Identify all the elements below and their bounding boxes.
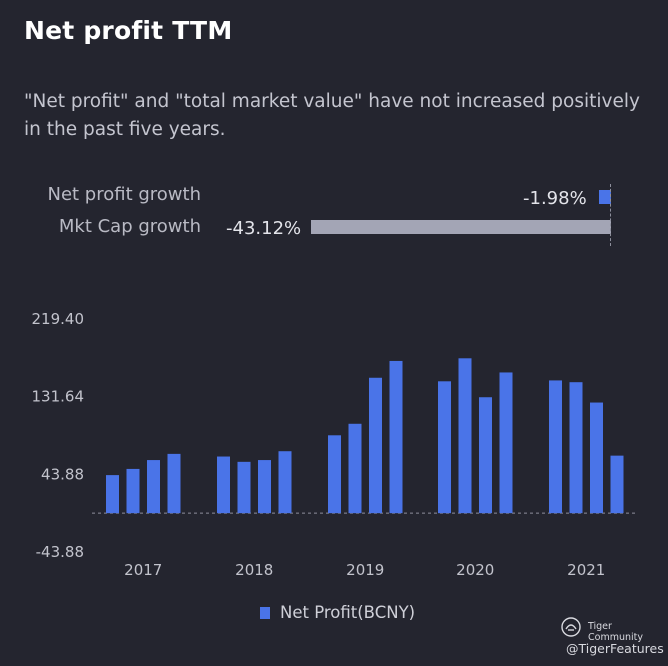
bar-2020-3 <box>479 397 492 514</box>
bar-2019-1 <box>328 435 341 514</box>
bar-2020-1 <box>438 381 451 514</box>
brand-name: Tiger Community <box>588 621 643 643</box>
chart-legend: Net Profit(BCNY) <box>260 603 415 622</box>
bar-2020-2 <box>458 358 472 514</box>
x-tick-label-2017: 2017 <box>124 561 162 579</box>
x-tick-label-2018: 2018 <box>235 561 273 579</box>
mkt-cap-growth-bar <box>311 220 611 234</box>
brand-handle: @TigerFeatures <box>566 641 664 656</box>
bar-2021-3 <box>590 402 603 514</box>
legend-label: Net Profit(BCNY) <box>280 603 416 622</box>
x-tick-label-2021: 2021 <box>567 561 605 579</box>
x-tick-label-2020: 2020 <box>456 561 494 579</box>
net-profit-growth-label: Net profit growth <box>47 184 201 205</box>
mkt-cap-growth-label: Mkt Cap growth <box>58 216 201 237</box>
bar-2017-4 <box>167 453 181 514</box>
bar-2019-4 <box>389 360 403 514</box>
bar-2018-2 <box>237 461 251 514</box>
bar-2017-3 <box>147 460 160 514</box>
net-profit-growth-value: -1.98% <box>523 188 587 209</box>
bar-2021-2 <box>569 382 583 514</box>
y-tick-label: 43.88 <box>41 465 84 483</box>
y-tick-label: 219.40 <box>32 310 85 328</box>
x-tick-label-2019: 2019 <box>346 561 384 579</box>
legend-swatch <box>260 606 270 619</box>
bar-2018-1 <box>217 456 230 514</box>
bar-2019-3 <box>369 377 382 514</box>
bar-chart: 219.40 131.64 43.88 -43.88 2017 2018 2019 2020 2… <box>32 310 636 579</box>
bar-2020-4 <box>499 372 513 514</box>
tiger-logo-icon <box>561 617 581 637</box>
bar-2019-2 <box>348 423 362 514</box>
bar-2017-2 <box>126 468 140 514</box>
mkt-cap-growth-value: -43.12% <box>226 218 302 239</box>
bar-2021-4 <box>610 455 624 514</box>
chart-subtitle: "Net profit" and "total market value" ha… <box>24 91 640 140</box>
growth-zero-line <box>610 184 611 246</box>
chart-title: Net profit TTM <box>24 16 233 45</box>
bar-2018-3 <box>258 460 271 514</box>
y-tick-label: -43.88 <box>36 543 84 561</box>
net-profit-growth-bar <box>599 190 611 204</box>
bar-2018-4 <box>278 451 292 514</box>
y-tick-label: 131.64 <box>32 388 85 406</box>
bar-2021-1 <box>549 380 562 514</box>
bar-2017-1 <box>106 475 119 514</box>
